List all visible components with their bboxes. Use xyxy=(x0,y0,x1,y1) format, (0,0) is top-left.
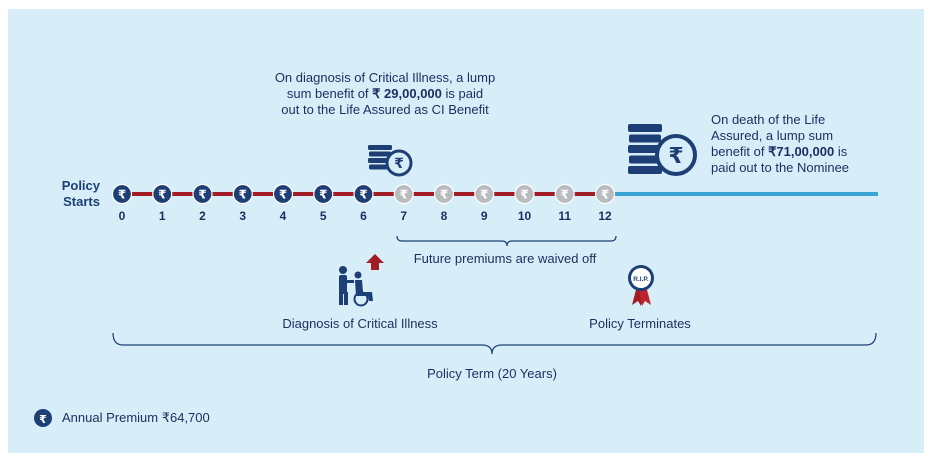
rupee-symbol: ₹ xyxy=(601,188,609,202)
year-label-5: 5 xyxy=(319,209,327,223)
rupee-symbol: ₹ xyxy=(279,188,287,202)
rupee-symbol: ₹ xyxy=(239,188,247,202)
rupee-coin-icon: ₹ xyxy=(353,183,374,205)
diagnosis-label: Diagnosis of Critical Illness xyxy=(282,316,438,331)
policy-term-brace xyxy=(112,332,877,355)
rupee-symbol: ₹ xyxy=(400,188,408,202)
year-label-8: 8 xyxy=(440,209,448,223)
rip-seal-icon: R.I.P. xyxy=(628,265,654,306)
waived-bracket xyxy=(396,235,617,247)
rupee-symbol: ₹ xyxy=(520,188,528,202)
death-benefit-note: On death of the Life Assured, a lump sum… xyxy=(711,112,911,176)
year-label-12: 12 xyxy=(598,209,612,223)
ci-note-line-3: out to the Life Assured as CI Benefit xyxy=(281,102,489,117)
ci-note-line-2-post: is paid xyxy=(441,86,484,101)
svg-text:₹: ₹ xyxy=(394,156,404,172)
death-benefit-amount: ₹71,00,000 xyxy=(768,144,835,159)
waived-label: Future premiums are waived off xyxy=(413,251,597,266)
grey-rupee-coin-icon: ₹ xyxy=(594,183,616,205)
death-note-line-3-pre: benefit of xyxy=(711,144,769,159)
year-label-7: 7 xyxy=(400,209,408,223)
year-label-3: 3 xyxy=(239,209,247,223)
year-label-9: 9 xyxy=(480,209,488,223)
rupee-symbol: ₹ xyxy=(440,188,448,202)
grey-rupee-coin-icon: ₹ xyxy=(433,183,455,205)
grey-rupee-coin-icon: ₹ xyxy=(554,183,575,205)
grey-rupee-coin-icon: ₹ xyxy=(474,183,495,205)
year-label-4: 4 xyxy=(279,209,287,223)
ci-note-line-2-pre: sum benefit of xyxy=(286,86,373,101)
coin-stack-large-icon: ₹ xyxy=(628,124,697,176)
grey-rupee-coin-icon: ₹ xyxy=(514,183,535,205)
diagram-panel xyxy=(8,9,924,453)
rupee-symbol: ₹ xyxy=(158,188,166,202)
svg-text:₹: ₹ xyxy=(668,144,683,169)
wheelchair-icon xyxy=(339,266,373,307)
rupee-symbol: ₹ xyxy=(319,188,327,202)
year-label-1: 1 xyxy=(158,209,166,223)
rupee-coin-icon: ₹ xyxy=(272,183,294,205)
death-note-line-3-post: is xyxy=(834,144,848,159)
ci-benefit-amount: ₹ 29,00,000 xyxy=(372,86,442,101)
year-label-2: 2 xyxy=(199,209,206,223)
svg-text:₹: ₹ xyxy=(39,413,47,426)
death-note-line-4: paid out to the Nominee xyxy=(711,160,850,175)
year-label-0: 0 xyxy=(118,209,126,223)
year-label-10: 10 xyxy=(517,209,532,223)
death-note-line-3: benefit of ₹71,00,000 is xyxy=(711,144,911,160)
rupee-coin-icon: ₹ xyxy=(152,183,173,205)
rupee-coin-icon: ₹ xyxy=(111,183,133,205)
rupee-symbol: ₹ xyxy=(480,188,488,202)
red-up-arrow-icon xyxy=(366,254,384,270)
terminates-label: Policy Terminates xyxy=(589,316,691,331)
legend-rupee-coin-icon: ₹ xyxy=(34,409,52,427)
rupee-coin-icon: ₹ xyxy=(232,183,253,205)
year-label-11: 11 xyxy=(558,209,572,223)
rupee-coin-icon: ₹ xyxy=(192,183,213,205)
ci-benefit-note: On diagnosis of Critical Illness, a lump… xyxy=(250,70,520,118)
seal-text: R.I.P. xyxy=(633,276,649,283)
death-note-line-2: Assured, a lump sum xyxy=(711,128,834,143)
grey-rupee-coin-icon: ₹ xyxy=(393,183,414,205)
rupee-symbol: ₹ xyxy=(561,188,569,202)
death-note-line-1: On death of the Life xyxy=(711,112,826,127)
rupee-coin-icon: ₹ xyxy=(313,183,334,205)
legend-label: Annual Premium ₹64,700 xyxy=(62,410,210,425)
year-label-6: 6 xyxy=(360,209,367,223)
policy-term-label: Policy Term (20 Years) xyxy=(427,366,557,381)
policy-starts-label: Policy Starts xyxy=(61,178,100,209)
rupee-symbol: ₹ xyxy=(359,188,367,202)
ci-note-line-2: sum benefit of ₹ 29,00,000 is paid xyxy=(250,86,520,102)
ci-note-line-1: On diagnosis of Critical Illness, a lump xyxy=(274,70,496,85)
rupee-symbol: ₹ xyxy=(198,188,206,202)
premium-coins: ₹ ₹ ₹ ₹ ₹ ₹ ₹ ₹ ₹ ₹ ₹ ₹ ₹ xyxy=(111,183,616,205)
coin-stack-icon: ₹ xyxy=(368,145,413,177)
rupee-symbol: ₹ xyxy=(118,188,126,202)
